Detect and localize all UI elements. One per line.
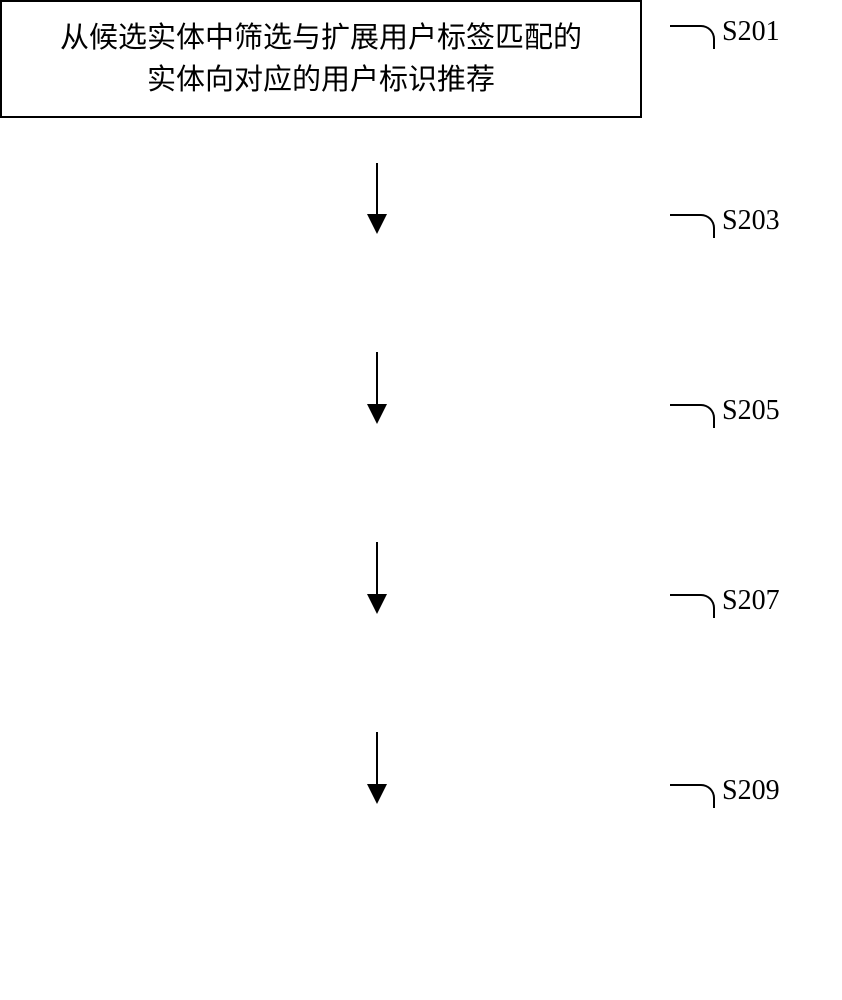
arrow-2-line <box>376 352 378 404</box>
flowchart-canvas: S201 获取达到实体推荐条件的用户标识对应的 用户标签 S203 基于标签关联… <box>0 0 842 1000</box>
label-s201: S201 <box>722 16 780 48</box>
arrow-3-head <box>367 594 387 614</box>
connector-s207 <box>670 594 715 618</box>
connector-s203 <box>670 214 715 238</box>
arrow-4-line <box>376 732 378 784</box>
connector-s201 <box>670 25 715 49</box>
arrow-3-line <box>376 542 378 594</box>
text-s209: 从候选实体中筛选与扩展用户标签匹配的 实体向对应的用户标识推荐 <box>60 17 582 101</box>
connector-s209 <box>670 784 715 808</box>
step-s209: S209 从候选实体中筛选与扩展用户标签匹配的 实体向对应的用户标识推荐 <box>0 0 642 118</box>
label-s209: S209 <box>722 775 780 807</box>
label-s207: S207 <box>722 585 780 617</box>
connector-s205 <box>670 404 715 428</box>
label-s203: S203 <box>722 205 780 237</box>
arrow-1-line <box>376 163 378 215</box>
arrow-1-head <box>367 214 387 234</box>
label-s205: S205 <box>722 395 780 427</box>
arrow-4-head <box>367 784 387 804</box>
box-s209: 从候选实体中筛选与扩展用户标签匹配的 实体向对应的用户标识推荐 <box>0 0 642 118</box>
arrow-2-head <box>367 404 387 424</box>
